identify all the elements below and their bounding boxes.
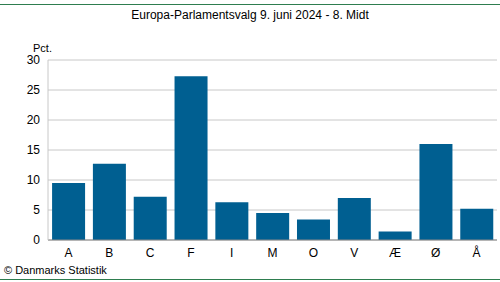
svg-text:0: 0 xyxy=(33,233,40,247)
svg-text:O: O xyxy=(309,246,318,260)
html-text:© Danmarks Statistik: © Danmarks Statistik xyxy=(4,264,107,276)
svg-text:5: 5 xyxy=(33,203,40,217)
svg-text:A: A xyxy=(64,246,72,260)
html-text:Europa-Parlamentsvalg 9. juni: Europa-Parlamentsvalg 9. juni 2024 - 8. … xyxy=(131,8,369,22)
svg-text:Å: Å xyxy=(473,245,481,260)
svg-text:25: 25 xyxy=(27,83,41,97)
svg-text:15: 15 xyxy=(27,143,41,157)
svg-text:10: 10 xyxy=(27,173,41,187)
svg-text:F: F xyxy=(187,246,194,260)
svg-text:C: C xyxy=(146,246,155,260)
svg-text:M: M xyxy=(268,246,278,260)
svg-text:V: V xyxy=(350,246,358,260)
svg-text:B: B xyxy=(105,246,113,260)
svg-text:I: I xyxy=(230,246,233,260)
svg-text:Ø: Ø xyxy=(431,246,440,260)
html-text:Pct.: Pct. xyxy=(33,42,52,54)
svg-text:30: 30 xyxy=(27,53,41,67)
svg-text:Æ: Æ xyxy=(389,246,401,260)
svg-text:20: 20 xyxy=(27,113,41,127)
